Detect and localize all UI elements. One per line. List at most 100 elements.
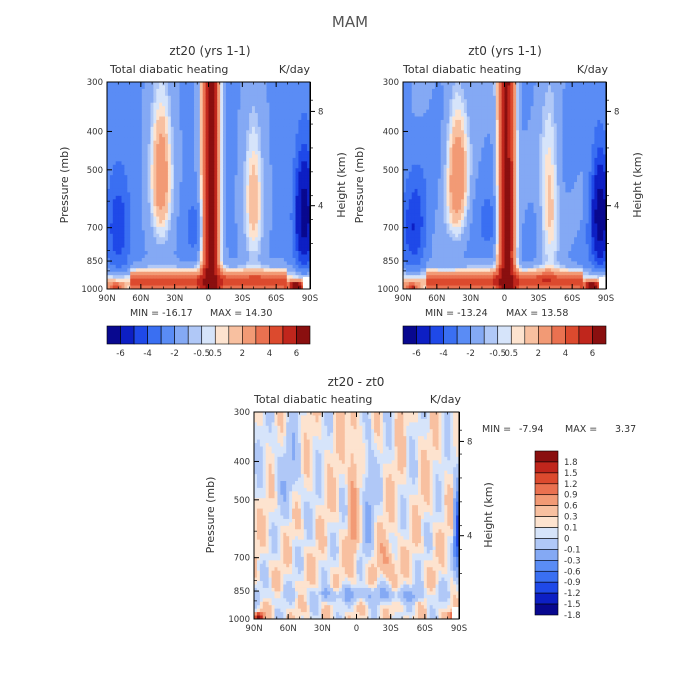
panel-zt20-ylabel: Pressure (mb) [58,147,71,224]
heatmap-cell [301,223,305,228]
heatmap-cell [188,171,192,176]
heatmap-cell [286,154,291,159]
heatmap-cell [214,216,218,221]
heatmap-cell [205,261,209,266]
heatmap-cell [130,192,134,197]
heatmap-cell [243,257,247,262]
heatmap-cell [211,140,215,145]
heatmap-cell [133,195,137,200]
heatmap-cell [266,254,270,259]
heatmap-cell [167,99,172,104]
heatmap-cell [307,226,311,231]
heatmap-cell [237,126,241,131]
heatmap-cell [594,106,598,110]
heatmap-cell [150,123,154,128]
heatmap-cell [208,113,212,117]
heatmap-cell [138,123,143,128]
heatmap-cell [182,220,186,224]
heatmap-cell [446,99,450,104]
heatmap-cell [173,188,177,193]
heatmap-cell [124,123,128,128]
heatmap-cell [124,261,128,266]
heatmap-cell [165,254,169,259]
heatmap-cell [246,206,250,211]
heatmap-cell [112,140,117,145]
heatmap-cell [208,226,212,231]
heatmap-cell [594,92,598,97]
heatmap-cell [159,192,163,197]
heatmap-cell [234,85,238,90]
heatmap-cell [162,88,166,93]
heatmap-cell [237,254,241,259]
heatmap-cell [144,216,148,221]
heatmap-cell [191,240,195,245]
heatmap-cell [153,113,157,117]
heatmap-cell [194,213,198,217]
heatmap-cell [269,226,273,231]
heatmap-cell [246,192,250,197]
heatmap-cell [243,123,247,128]
heatmap-cell [510,88,514,93]
heatmap-cell [173,161,177,166]
heatmap-cell [298,251,302,255]
heatmap-cell [568,109,572,114]
heatmap-cell [550,85,555,90]
heatmap-cell [252,113,256,117]
heatmap-cell [170,206,175,211]
heatmap-cell [223,237,227,242]
heatmap-cell [298,119,302,124]
heatmap-cell [223,185,227,190]
heatmap-cell [136,161,140,166]
heatmap-cell [266,202,270,207]
heatmap-cell [461,95,465,100]
heatmap-cell [266,185,270,190]
heatmap-cell [252,223,256,228]
colorbar-swatch [106,325,121,345]
heatmap-cell [141,223,146,228]
heatmap-cell [292,151,296,155]
heatmap-cell [519,99,523,104]
heatmap-cell [118,195,122,200]
heatmap-cell [176,151,180,155]
heatmap-cell [252,264,256,269]
heatmap-cell [252,251,256,255]
heatmap-cell [281,268,285,273]
heatmap-cell [240,199,244,204]
heatmap-cell [107,251,111,255]
heatmap-cell [426,113,430,117]
heatmap-cell [194,175,198,179]
heatmap-cell [176,216,180,221]
heatmap-cell [228,195,233,200]
heatmap-cell [144,106,148,110]
heatmap-cell [191,282,195,286]
heatmap-cell [138,119,143,124]
heatmap-cell [147,209,151,214]
heatmap-cell [109,102,114,107]
heatmap-cell [269,271,273,276]
heatmap-cell [516,82,520,86]
heatmap-cell [179,137,183,142]
heatmap-cell [127,261,131,266]
heatmap-cell [165,182,169,186]
heatmap-cell [252,144,256,148]
heatmap-cell [263,237,267,242]
heatmap-cell [167,133,172,138]
heatmap-cell [240,247,244,252]
heatmap-cell [542,92,546,97]
heatmap-cell [257,182,262,186]
heatmap-cell [211,254,215,259]
heatmap-cell [481,95,485,100]
heatmap-cell [162,209,166,214]
heatmap-cell [260,133,264,138]
heatmap-cell [194,99,198,104]
heatmap-cell [202,178,206,183]
heatmap-cell [461,82,465,86]
heatmap-cell [162,195,166,200]
heatmap-cell [307,82,311,86]
heatmap-cell [597,82,601,86]
heatmap-cell [150,237,154,242]
heatmap-cell [246,137,250,142]
heatmap-cell [263,157,267,162]
heatmap-cell [301,237,305,242]
heatmap-cell [179,282,183,286]
